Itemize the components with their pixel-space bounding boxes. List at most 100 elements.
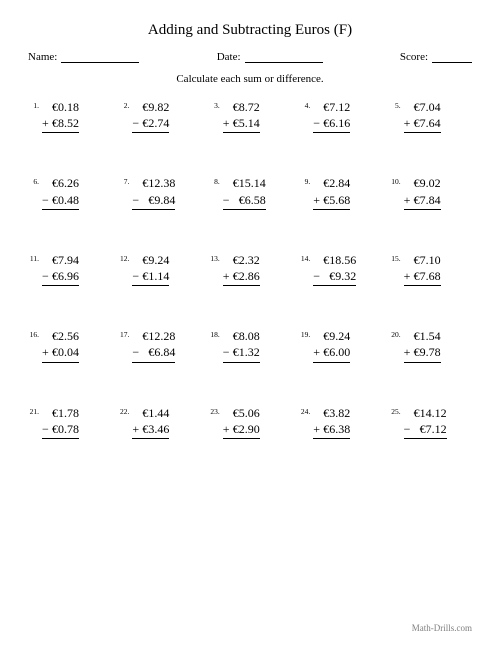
operand-bottom: €7.68 (414, 268, 441, 284)
operand-top: €7.04 (404, 99, 441, 115)
problem-number: 10. (390, 175, 401, 186)
problem-stack: €12.28−€6.84 (132, 328, 175, 362)
problem: 17.€12.28−€6.84 (118, 328, 200, 362)
problem-stack: €9.24−€1.14 (132, 252, 169, 286)
problem: 7.€12.38−€9.84 (118, 175, 200, 209)
problem-stack: €9.24+€6.00 (313, 328, 350, 362)
problem-number: 14. (299, 252, 310, 263)
problem: 22.€1.44+€3.46 (118, 405, 200, 439)
problem: 13.€2.32+€2.86 (209, 252, 291, 286)
problem-stack: €8.72+€5.14 (223, 99, 260, 133)
problem-number: 1. (28, 99, 39, 110)
problem: 20.€1.54+€9.78 (390, 328, 472, 362)
problem-stack: €12.38−€9.84 (132, 175, 175, 209)
problem-stack: €1.54+€9.78 (404, 328, 441, 362)
operand-top: €1.54 (404, 328, 441, 344)
operand-bottom-row: −€0.48 (42, 192, 79, 210)
problem: 9.€2.84+€5.68 (299, 175, 381, 209)
problem-stack: €1.44+€3.46 (132, 405, 169, 439)
operand-top: €14.12 (404, 405, 447, 421)
operand-bottom: €5.68 (323, 192, 350, 208)
operand-bottom-row: −€0.78 (42, 421, 79, 439)
operand-bottom-row: −€9.32 (313, 268, 356, 286)
problem-stack: €2.32+€2.86 (223, 252, 260, 286)
instruction-text: Calculate each sum or difference. (28, 73, 472, 85)
operator: + (404, 192, 414, 208)
operator: + (404, 344, 414, 360)
operator: − (42, 421, 52, 437)
operand-top: €9.82 (132, 99, 169, 115)
name-line (61, 51, 139, 63)
problem-stack: €3.82+€6.38 (313, 405, 350, 439)
score-line (432, 51, 472, 63)
operator: − (132, 344, 142, 360)
problem: 24.€3.82+€6.38 (299, 405, 381, 439)
operand-bottom-row: +€7.68 (404, 268, 441, 286)
problem-number: 9. (299, 175, 310, 186)
operand-top: €9.24 (132, 252, 169, 268)
operand-bottom-row: +€6.00 (313, 344, 350, 362)
problem: 23.€5.06+€2.90 (209, 405, 291, 439)
operand-top: €8.08 (223, 328, 260, 344)
operand-bottom-row: +€5.14 (223, 115, 260, 133)
problem-stack: €7.04+€7.64 (404, 99, 441, 133)
problem-number: 21. (28, 405, 39, 416)
operand-bottom: €6.16 (323, 115, 350, 131)
operand-top: €15.14 (223, 175, 266, 191)
operator: − (42, 268, 52, 284)
operator: + (223, 115, 233, 131)
operator: + (42, 344, 52, 360)
problem-number: 18. (209, 328, 220, 339)
problem: 16.€2.56+€0.04 (28, 328, 110, 362)
operand-top: €7.94 (42, 252, 79, 268)
operand-bottom-row: +€6.38 (313, 421, 350, 439)
problem: 19.€9.24+€6.00 (299, 328, 381, 362)
problem: 11.€7.94−€6.96 (28, 252, 110, 286)
operand-bottom: €1.14 (142, 268, 169, 284)
problem: 5.€7.04+€7.64 (390, 99, 472, 133)
footer-text: Math-Drills.com (412, 623, 472, 633)
operand-top: €1.44 (132, 405, 169, 421)
problem-number: 13. (209, 252, 220, 263)
operand-bottom-row: −€7.12 (404, 421, 447, 439)
operand-bottom: €3.46 (142, 421, 169, 437)
page-title: Adding and Subtracting Euros (F) (28, 22, 472, 39)
problem-stack: €2.56+€0.04 (42, 328, 79, 362)
operand-bottom: €9.78 (414, 344, 441, 360)
problem-number: 12. (118, 252, 129, 263)
operand-bottom-row: −€6.96 (42, 268, 79, 286)
operator: + (313, 421, 323, 437)
date-field: Date: (217, 51, 323, 63)
operator: − (223, 344, 233, 360)
problem-number: 11. (28, 252, 39, 263)
problem-number: 25. (390, 405, 401, 416)
operand-bottom: €7.64 (414, 115, 441, 131)
operand-top: €2.56 (42, 328, 79, 344)
problem: 2.€9.82−€2.74 (118, 99, 200, 133)
header-row: Name: Date: Score: (28, 51, 472, 63)
problem-stack: €0.18+€8.52 (42, 99, 79, 133)
operator: − (313, 268, 323, 284)
problem: 12.€9.24−€1.14 (118, 252, 200, 286)
operand-bottom-row: −€2.74 (132, 115, 169, 133)
score-label: Score: (400, 51, 428, 63)
operand-bottom: €9.84 (142, 192, 175, 208)
operator: − (132, 192, 142, 208)
operand-top: €12.38 (132, 175, 175, 191)
problem: 8.€15.14−€6.58 (209, 175, 291, 209)
operand-bottom-row: +€7.84 (404, 192, 441, 210)
operand-bottom: €9.32 (323, 268, 356, 284)
operand-top: €2.32 (223, 252, 260, 268)
problem-number: 20. (390, 328, 401, 339)
problem: 18.€8.08−€1.32 (209, 328, 291, 362)
problem-stack: €18.56−€9.32 (313, 252, 356, 286)
problem: 25.€14.12−€7.12 (390, 405, 472, 439)
operand-bottom-row: −€6.16 (313, 115, 350, 133)
operand-top: €12.28 (132, 328, 175, 344)
problem-number: 7. (118, 175, 129, 186)
operand-top: €9.24 (313, 328, 350, 344)
operand-bottom-row: +€5.68 (313, 192, 350, 210)
operand-bottom-row: −€6.84 (132, 344, 175, 362)
problem-stack: €5.06+€2.90 (223, 405, 260, 439)
operand-top: €1.78 (42, 405, 79, 421)
